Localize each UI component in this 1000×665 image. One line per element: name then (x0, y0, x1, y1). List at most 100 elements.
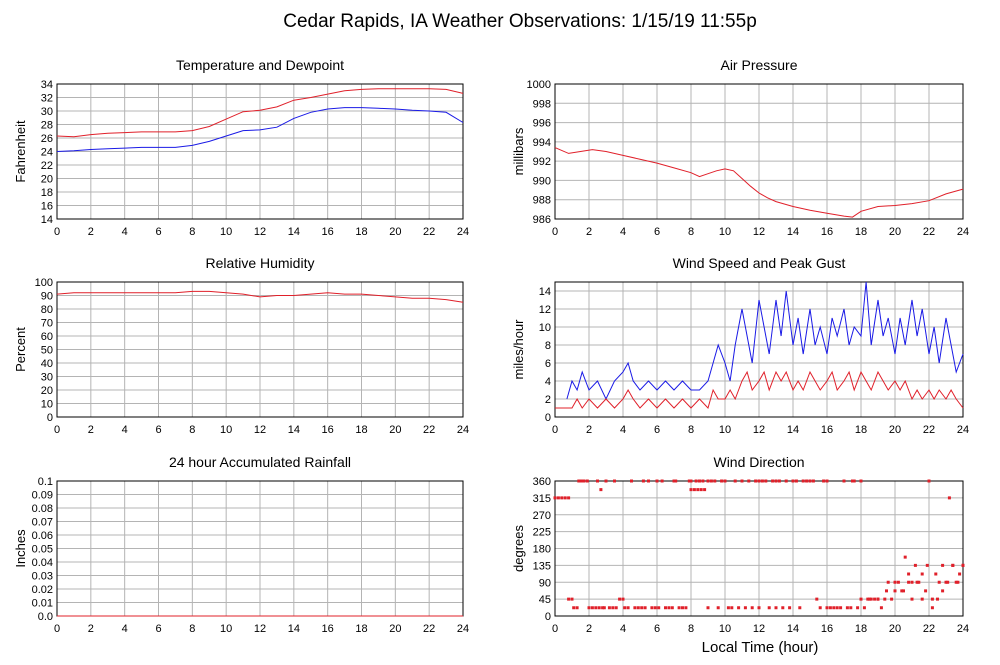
chart1-ytick-label-3: 20 (41, 174, 53, 186)
chart6-series0-point-99 (873, 597, 877, 601)
chart6-ytick-label-3: 135 (533, 560, 551, 572)
chart4-xtick-label-0: 0 (552, 424, 558, 436)
chart2-xtick-label-11: 22 (923, 226, 935, 238)
chart4-xtick-label-8: 16 (821, 424, 833, 436)
chart1-xtick-label-3: 6 (155, 226, 161, 238)
chart6-series0-point-95 (859, 479, 863, 483)
chart6-xtick-label-1: 2 (586, 623, 592, 635)
chart1-xtick-label-8: 16 (322, 226, 334, 238)
figure-title: Cedar Rapids, IA Weather Observations: 1… (283, 11, 757, 32)
chart4-xtick-label-10: 20 (889, 424, 901, 436)
chart3-ytick-label-3: 30 (41, 372, 53, 384)
chart6-series0-point-39 (670, 606, 674, 610)
chart4-ytick-label-2: 4 (545, 376, 551, 388)
chart1-ytick-label-9: 32 (41, 93, 53, 105)
chart5-xtick-label-5: 10 (220, 623, 232, 635)
chart1-y-axis-label: Fahrenheit (13, 120, 28, 183)
chart6-series0-point-52 (713, 479, 717, 483)
chart6-series0-point-115 (927, 479, 931, 483)
chart1-ytick-label-7: 28 (41, 120, 53, 132)
chart3-xtick-label-5: 10 (220, 424, 232, 436)
chart5-ytick-label-7: 0.07 (32, 517, 53, 529)
chart6-series0-point-74 (788, 606, 792, 610)
chart5-ytick-label-4: 0.04 (32, 557, 53, 569)
chart6-series0-point-82 (815, 597, 819, 601)
chart5-xtick-label-10: 20 (389, 623, 401, 635)
chart2-xtick-label-2: 4 (620, 226, 626, 238)
chart6-series0-point-143 (791, 479, 795, 483)
chart6-series0-point-7 (572, 606, 576, 610)
chart6-series0-point-1 (556, 496, 560, 500)
chart6-series0-point-127 (580, 479, 584, 483)
chart6-series0-point-164 (956, 580, 960, 584)
chart6-series0-point-58 (733, 479, 737, 483)
chart6-series0-point-16 (599, 488, 603, 492)
chart6-ytick-label-2: 90 (539, 577, 551, 589)
chart3-ytick-label-1: 10 (41, 399, 53, 411)
chart6-series0-point-10 (582, 479, 586, 483)
chart6-series0-point-68 (767, 606, 771, 610)
chart6-series0-point-41 (677, 606, 681, 610)
chart5-ytick-label-1: 0.01 (32, 598, 53, 610)
chart6-series0-point-34 (653, 606, 657, 610)
chart6-series0-point-38 (667, 606, 671, 610)
chart5-ytick-label-5: 0.05 (32, 544, 53, 556)
chart3-y-axis-label: Percent (13, 327, 28, 372)
bottom-x-axis-label: Local Time (hour) (702, 639, 819, 656)
chart6-series0-point-106 (896, 580, 900, 584)
chart6-series0-point-135 (694, 479, 698, 483)
chart2-y-axis-label: millibars (511, 127, 526, 175)
chart6-series0-point-20 (607, 606, 611, 610)
chart4-xtick-label-9: 18 (855, 424, 867, 436)
chart3-series0-line (56, 290, 464, 303)
chart6-series0-point-88 (835, 606, 839, 610)
chart6-series0-point-156 (915, 580, 919, 584)
chart6-series0-point-46 (692, 488, 696, 492)
chart6-series0-point-11 (585, 479, 589, 483)
chart2-ytick-label-5: 996 (533, 118, 551, 130)
chart5-ytick-label-0: 0.0 (38, 611, 53, 623)
chart6-series0-point-92 (849, 606, 853, 610)
chart2-title: Air Pressure (720, 57, 797, 73)
chart4-series1-line (555, 370, 964, 409)
chart1-ytick-label-0: 14 (41, 214, 53, 226)
chart6-series0-point-108 (903, 555, 907, 559)
chart6-series0-point-120 (944, 580, 948, 584)
chart6-series0-point-3 (563, 496, 567, 500)
chart2-ytick-label-2: 990 (533, 175, 551, 187)
chart6-series0-point-66 (760, 479, 764, 483)
chart6-series0-point-150 (876, 597, 880, 601)
chart6-series0-point-146 (842, 479, 846, 483)
chart4-ytick-label-0: 0 (545, 412, 551, 424)
chart6-series0-point-40 (674, 479, 678, 483)
chart6-series0-point-93 (852, 479, 856, 483)
chart4-ytick-label-4: 8 (545, 340, 551, 352)
chart6-series0-point-22 (614, 606, 618, 610)
chart6-series0-point-102 (883, 597, 887, 601)
chart6-series0-point-154 (907, 580, 911, 584)
chart6-series0-point-101 (879, 606, 883, 610)
chart6-series0-point-2 (560, 496, 564, 500)
chart6-series0-point-62 (747, 479, 751, 483)
chart3-xtick-label-0: 0 (54, 424, 60, 436)
chart6-series0-point-63 (750, 606, 754, 610)
chart3-ytick-label-10: 100 (35, 277, 53, 289)
chart6-series0-point-98 (869, 597, 873, 601)
chart1-xtick-label-10: 20 (389, 226, 401, 238)
chart6-series0-point-73 (784, 479, 788, 483)
chart5-xtick-label-3: 6 (155, 623, 161, 635)
chart6-series0-point-0 (553, 496, 557, 500)
chart6-series0-point-149 (868, 597, 871, 601)
chart6-series0-point-113 (920, 572, 924, 576)
chart6-series0-point-77 (798, 606, 802, 610)
chart6-series0-point-107 (900, 589, 904, 593)
chart6-series0-point-141 (757, 479, 761, 483)
chart6-series0-point-118 (937, 580, 941, 584)
chart2-xtick-label-6: 12 (753, 226, 765, 238)
chart6-series0-point-45 (689, 488, 693, 492)
chart4-xtick-label-11: 22 (923, 424, 935, 436)
chart6-xtick-label-5: 10 (719, 623, 731, 635)
chart6-ytick-label-5: 225 (533, 527, 551, 539)
chart5-xtick-label-12: 24 (457, 623, 469, 635)
chart2-xtick-label-3: 6 (654, 226, 660, 238)
